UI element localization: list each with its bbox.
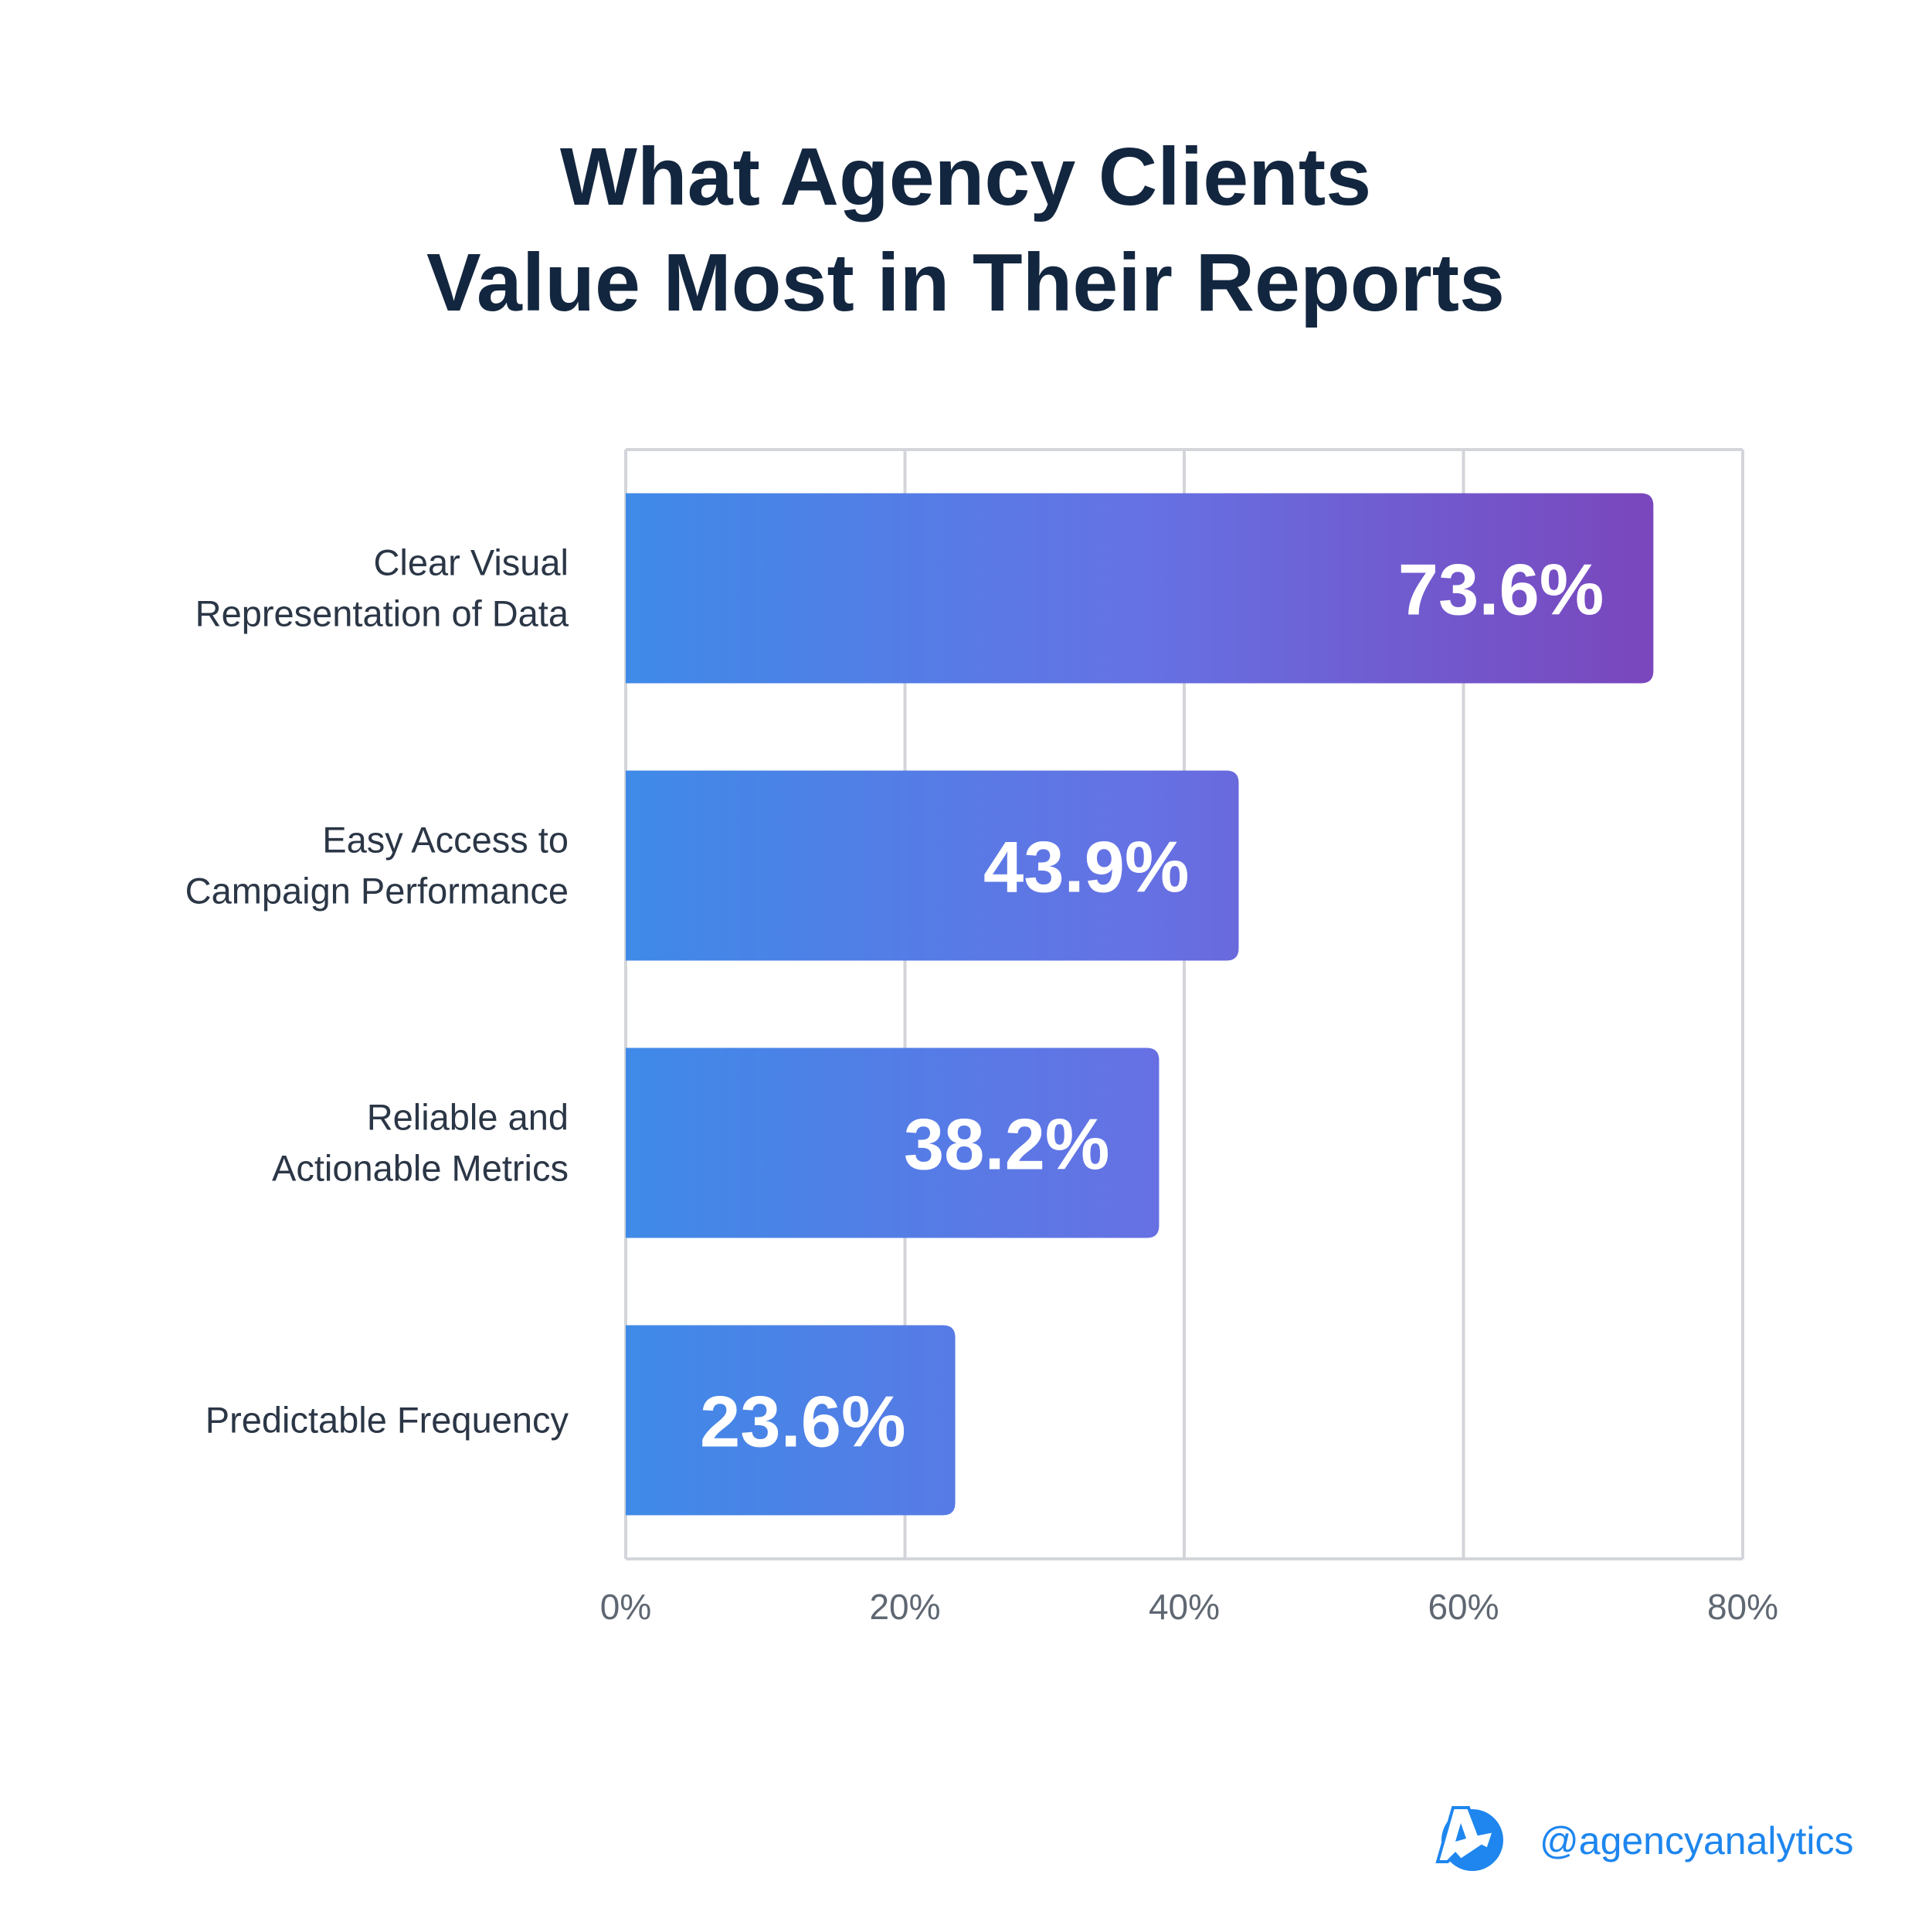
chart-title-line-1: What Agency Clients [560,131,1371,222]
category-label: Predictable Frequency [205,1400,569,1441]
x-tick-label: 80% [1707,1587,1778,1627]
bar-value-label: 43.9% [983,827,1190,908]
agencyanalytics-logo-icon [1435,1806,1503,1871]
bar-value-label: 73.6% [1398,549,1604,630]
category-label: Clear Visual [373,542,569,583]
chart-title-line-2: Value Most in Their Reports [426,237,1505,328]
x-tick-label: 40% [1149,1587,1220,1627]
bar [626,770,1239,961]
x-tick-label: 20% [869,1587,940,1627]
category-label: Reliable and [367,1097,569,1138]
category-label: Easy Access to [322,820,569,861]
category-label: Representation of Data [195,593,569,634]
x-tick-label: 0% [600,1587,651,1627]
bar-value-label: 23.6% [700,1381,906,1462]
bar [626,1325,956,1516]
bar [626,1047,1160,1238]
bar [626,493,1654,684]
category-label: Actionable Metrics [272,1148,569,1189]
category-label: Campaign Performance [185,871,569,912]
social-handle: @agencyanalytics [1540,1819,1854,1862]
bar-value-label: 38.2% [904,1104,1110,1185]
x-tick-label: 60% [1428,1587,1499,1627]
